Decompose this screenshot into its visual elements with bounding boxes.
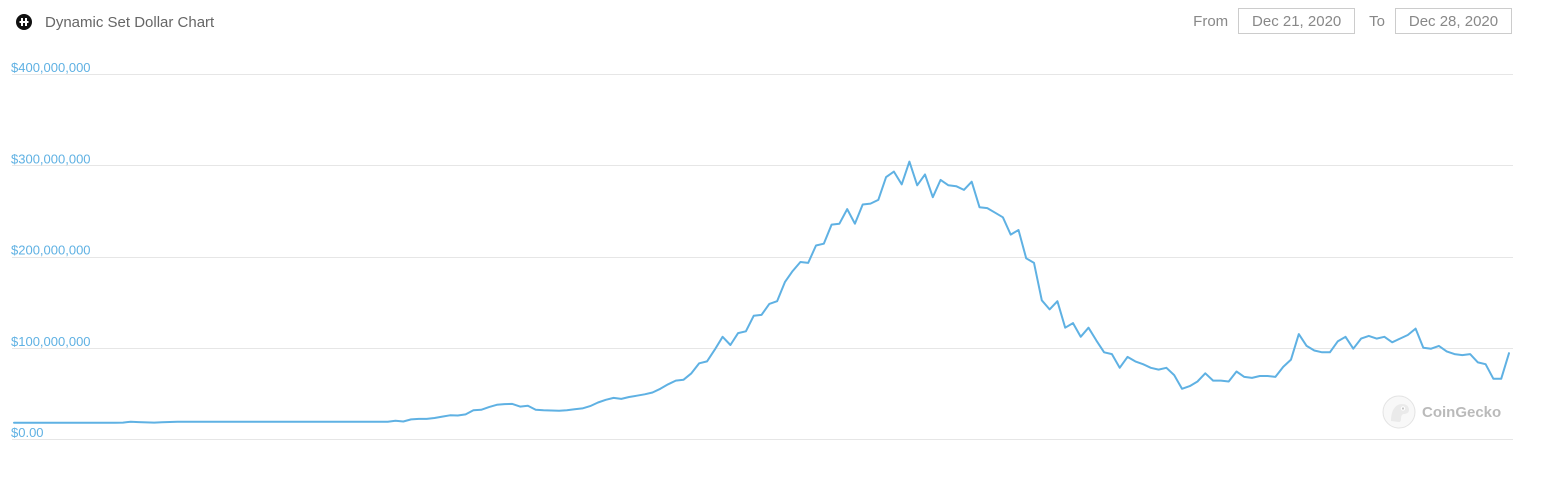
from-date-input[interactable] [1238,8,1356,34]
chart-title: Dynamic Set Dollar Chart [45,14,215,31]
to-label: To [1369,12,1385,30]
date-range-picker: From To [1193,8,1512,34]
dsd-token-icon [16,14,32,30]
y-tick-label-4: $400,000,000 [11,60,91,75]
to-date-input[interactable] [1395,8,1512,34]
grid-lines [12,74,1513,440]
from-label: From [1193,12,1229,30]
y-axis-labels: $0.00 $100,000,000 $200,000,000 $300,000,00… [11,60,91,440]
chart-header: Dynamic Set Dollar Chart From To [0,0,1559,50]
y-tick-label-0: $0.00 [11,425,44,440]
coingecko-logo-icon [1382,395,1416,429]
y-tick-label-1: $100,000,000 [11,334,91,349]
coingecko-watermark: CoinGecko [1382,395,1501,429]
series-line[interactable] [13,160,1510,424]
y-tick-label-2: $200,000,000 [11,243,91,258]
y-tick-label-3: $300,000,000 [11,151,91,166]
watermark-text: CoinGecko [1422,403,1502,421]
